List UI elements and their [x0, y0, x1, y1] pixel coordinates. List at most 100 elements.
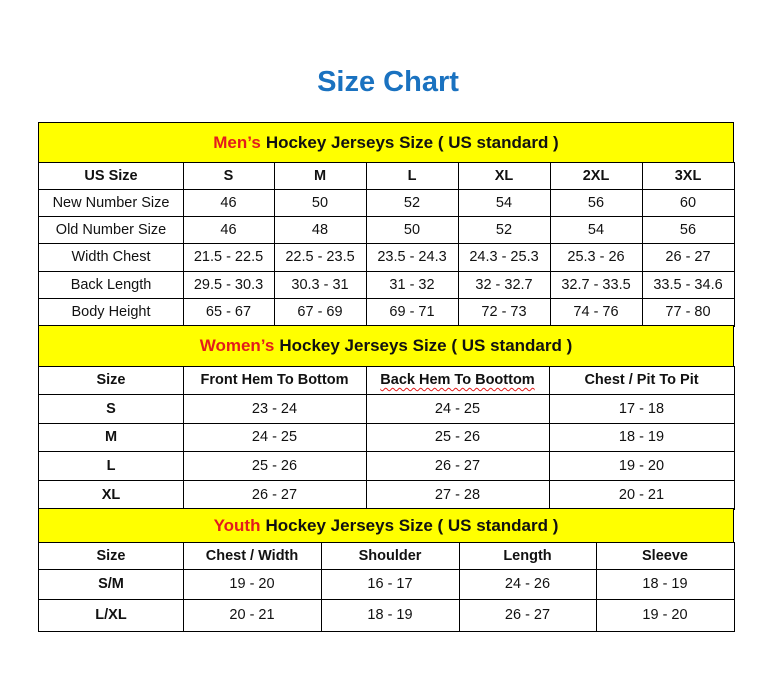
cell-value: 46 [220, 194, 237, 211]
cell-value: 72 - 73 [481, 304, 527, 320]
cell-value: 30.3 - 31 [291, 276, 349, 293]
mens-table-cell: 52 [458, 216, 551, 244]
column-header: Length [503, 547, 552, 564]
cell-value: 25 - 26 [251, 457, 298, 474]
column-header: Size [96, 372, 126, 388]
mens-table-cell: 21.5 - 22.5 [183, 243, 275, 272]
cell-value: Width Chest [71, 249, 151, 265]
mens-header-cell: S [183, 162, 275, 190]
cell-value: 29.5 - 30.3 [193, 276, 264, 293]
cell-value: S [106, 400, 116, 417]
mens-table-cell: 69 - 71 [366, 298, 459, 327]
mens-banner-highlight: Men’s [213, 132, 261, 152]
cell-value: 24 - 25 [251, 429, 298, 445]
womens-table-cell: 26 - 27 [183, 480, 367, 510]
mens-table-cell: 46 [183, 189, 275, 217]
cell-value: 24 - 25 [434, 400, 481, 417]
cell-value: XL [101, 486, 121, 503]
youth-header-cell: Length [459, 542, 597, 570]
cell-value: 27 - 28 [434, 486, 481, 503]
mens-header-cell: M [274, 162, 367, 190]
youth-banner-highlight: Youth [213, 515, 261, 535]
mens-header-cell: 3XL [642, 162, 735, 190]
youth-table-cell: 24 - 26 [459, 569, 597, 600]
cell-value: 65 - 67 [205, 304, 252, 320]
cell-value: 19 - 20 [642, 607, 688, 623]
youth-table-cell: 19 - 20 [596, 599, 735, 632]
womens-table-cell: 24 - 25 [183, 423, 367, 452]
cell-value: 26 - 27 [665, 249, 711, 265]
cell-value: 52 [495, 221, 513, 238]
cell-value: 54 [495, 194, 513, 211]
column-header: S [223, 167, 234, 184]
youth-table-cell: S/M [38, 569, 184, 600]
womens-table-cell: 26 - 27 [366, 451, 550, 481]
womens-header-cell: Size [38, 366, 184, 395]
mens-table-cell: 26 - 27 [642, 243, 735, 272]
mens-table-cell: Back Length [38, 271, 184, 299]
mens-banner: Men’s Hockey Jerseys Size ( US standard … [38, 122, 734, 163]
youth-table-cell: 20 - 21 [183, 599, 322, 632]
youth-table-cell: 16 - 17 [321, 569, 460, 600]
cell-value: 77 - 80 [665, 304, 711, 320]
cell-value: 46 [220, 221, 237, 238]
mens-table-cell: 30.3 - 31 [274, 271, 367, 299]
womens-table-cell: L [38, 451, 184, 481]
column-header: Size [96, 547, 126, 564]
cell-value: 20 - 21 [229, 607, 275, 623]
cell-value: 24 - 26 [504, 576, 551, 592]
cell-value: Body Height [71, 304, 151, 320]
womens-header-cell: Chest / Pit To Pit [549, 366, 735, 395]
cell-value: 32 - 32.7 [475, 276, 533, 293]
mens-table-cell: 56 [642, 216, 735, 244]
mens-table-cell: New Number Size [38, 189, 184, 217]
womens-table-cell: 24 - 25 [366, 394, 550, 424]
cell-value: 20 - 21 [618, 486, 665, 503]
womens-table-cell: 25 - 26 [183, 451, 367, 481]
cell-value: Back Length [70, 276, 152, 293]
mens-table-cell: 22.5 - 23.5 [274, 243, 367, 272]
mens-table-cell: 29.5 - 30.3 [183, 271, 275, 299]
youth-table-cell: L/XL [38, 599, 184, 632]
column-header: M [313, 167, 327, 184]
cell-value: 25 - 26 [434, 429, 481, 445]
cell-value: 31 - 32 [389, 276, 435, 293]
cell-value: 26 - 27 [434, 457, 481, 474]
column-header: XL [494, 167, 514, 184]
youth-table-cell: 18 - 19 [596, 569, 735, 600]
womens-table-cell: 20 - 21 [549, 480, 735, 510]
cell-value: Old Number Size [55, 221, 167, 238]
cell-value: 74 - 76 [573, 304, 619, 320]
cell-value: 18 - 19 [642, 576, 688, 592]
mens-table-cell: 48 [274, 216, 367, 244]
column-header: Front Hem To Bottom [200, 372, 349, 388]
column-header: Chest / Width [205, 547, 299, 564]
mens-table-cell: Width Chest [38, 243, 184, 272]
cell-value: S/M [98, 576, 124, 592]
cell-value: 52 [403, 194, 421, 211]
cell-value: 21.5 - 22.5 [193, 249, 264, 265]
cell-value: L/XL [95, 607, 127, 623]
mens-table-cell: 23.5 - 24.3 [366, 243, 459, 272]
cell-value: 50 [311, 194, 329, 211]
column-header: L [407, 167, 417, 184]
mens-table-cell: Body Height [38, 298, 184, 327]
cell-value: 24.3 - 25.3 [469, 249, 539, 265]
womens-header-cell: Back Hem To Boottom [366, 366, 550, 395]
cell-value: 56 [587, 194, 605, 211]
mens-table-cell: 74 - 76 [550, 298, 643, 327]
youth-table-cell: 19 - 20 [183, 569, 322, 600]
womens-table-cell: M [38, 423, 184, 452]
cell-value: 19 - 20 [229, 576, 275, 592]
mens-table-cell: 46 [183, 216, 275, 244]
column-header: 2XL [582, 167, 610, 184]
cell-value: 23 - 24 [251, 400, 298, 417]
youth-banner: Youth Hockey Jerseys Size ( US standard … [38, 508, 734, 543]
mens-table-cell: 50 [366, 216, 459, 244]
cell-value: 67 - 69 [297, 304, 343, 320]
cell-value: M [104, 429, 118, 445]
mens-table-cell: 54 [550, 216, 643, 244]
column-header: 3XL [674, 167, 702, 184]
mens-table-cell: 77 - 80 [642, 298, 735, 327]
womens-banner: Women’s Hockey Jerseys Size ( US standar… [38, 325, 734, 367]
